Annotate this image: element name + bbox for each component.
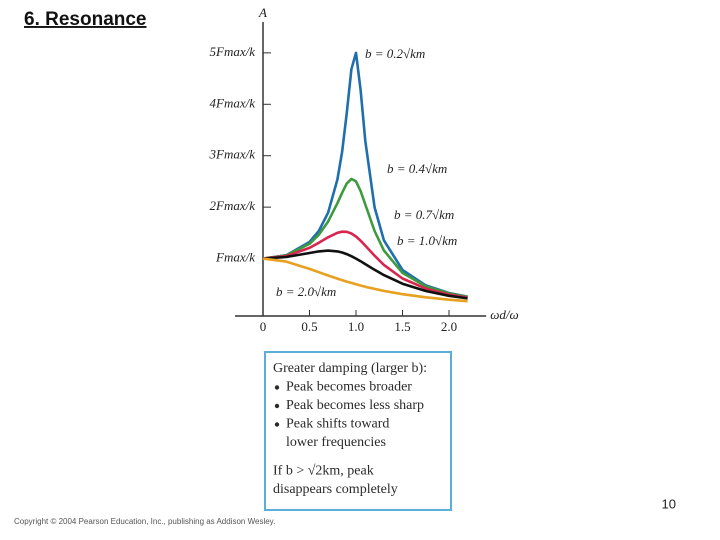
page-number: 10 [662,496,676,511]
series-label: b = 0.2√km [365,46,425,61]
box-bullet: lower frequencies [286,435,386,450]
x-tick-label: 2.0 [441,319,457,334]
curve [262,51,468,298]
box-bullet: Peak becomes less sharp [286,398,424,413]
bullet [274,385,280,390]
y-axis-label: A [258,5,267,20]
box-heading: Greater damping (larger b): [273,361,427,376]
y-tick-label: Fmax/k [215,250,255,265]
series-label: b = 1.0√km [397,233,457,248]
box-footer: disappears completely [273,482,398,497]
bullet [274,422,280,427]
x-tick-label: 1.0 [348,319,364,334]
x-tick-label: 0.5 [301,319,317,334]
series-label: b = 0.4√km [387,161,447,176]
bullet [274,403,280,409]
series-label: b = 0.7√km [394,207,454,222]
curve [262,257,468,303]
y-tick-label: 3Fmax/k [209,147,256,162]
y-tick-label: 2Fmax/k [210,198,256,213]
slide-title: 6. Resonance [24,9,147,30]
curve [262,177,468,299]
box-footer: If b > √2km, peak [273,464,374,479]
y-tick-label: 4Fmax/k [210,95,256,110]
x-tick-label: 1.5 [394,319,410,334]
series-label: b = 2.0√km [276,284,336,299]
copyright: Copyright © 2004 Pearson Education, Inc.… [14,517,275,526]
curve [262,249,468,300]
x-tick-label: 0 [260,319,267,334]
box-bullet: Peak shifts toward [286,417,389,432]
curve [262,230,468,299]
y-tick-label: 5Fmax/k [210,44,256,59]
box-bullet: Peak becomes broader [286,380,412,395]
x-axis-label: ωd/ω [490,307,518,322]
note-box [264,351,452,511]
